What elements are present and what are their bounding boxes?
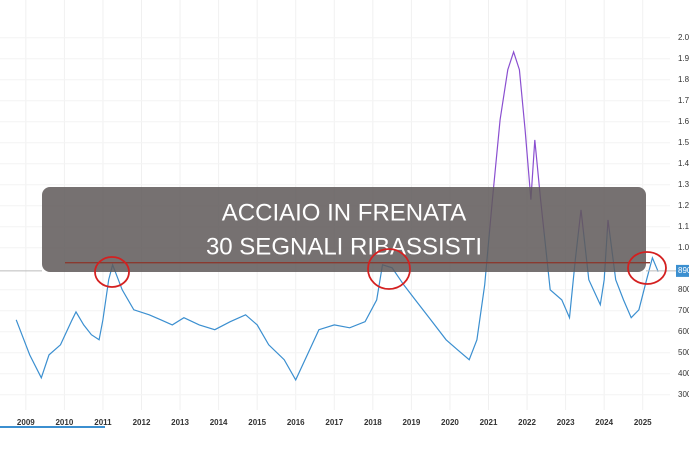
x-tick-label: 2018 xyxy=(364,418,382,427)
y-tick-label: 1.8 xyxy=(678,75,689,84)
y-tick-label: 300 xyxy=(678,390,689,399)
x-tick-label: 2019 xyxy=(402,418,420,427)
x-tick-label: 2009 xyxy=(17,418,35,427)
y-tick-label: 500 xyxy=(678,348,689,357)
overlay-marks: 890 xyxy=(65,262,689,277)
y-tick-label: 1.3 xyxy=(678,180,689,189)
highlight-circle xyxy=(94,256,130,288)
x-tick-label: 2013 xyxy=(171,418,189,427)
x-tick-label: 2010 xyxy=(55,418,73,427)
overlay-box xyxy=(42,187,646,272)
y-tick-label: 600 xyxy=(678,327,689,336)
y-tick-label: 1.0 xyxy=(678,243,689,252)
x-tick-label: 2014 xyxy=(210,418,228,427)
x-tick-label: 2025 xyxy=(634,418,652,427)
y-tick-label: 1.2 xyxy=(678,201,689,210)
x-tick-label: 2012 xyxy=(133,418,151,427)
y-tick-label: 1.9 xyxy=(678,54,689,63)
x-tick-label: 2011 xyxy=(94,418,112,427)
x-tick-label: 2024 xyxy=(595,418,613,427)
highlight-circle xyxy=(367,248,411,290)
x-tick-label: 2015 xyxy=(248,418,266,427)
overlay-subtitle: 30 SEGNALI RIBASSISTI xyxy=(206,233,482,260)
highlight-circle xyxy=(627,251,667,285)
overlay-title: ACCIAIO IN FRENATA xyxy=(222,199,466,226)
y-tick-label: 1.5 xyxy=(678,138,689,147)
y-tick-label: 800 xyxy=(678,285,689,294)
x-tick-label: 2023 xyxy=(557,418,575,427)
x-tick-label: 2017 xyxy=(325,418,343,427)
y-tick-label: 700 xyxy=(678,306,689,315)
x-tick-label: 2021 xyxy=(480,418,498,427)
x-tick-label: 2020 xyxy=(441,418,459,427)
y-tick-label: 1.6 xyxy=(678,117,689,126)
y-tick-label: 1.7 xyxy=(678,96,689,105)
last-price-box xyxy=(676,264,689,277)
x-tick-label: 2016 xyxy=(287,418,305,427)
last-price-label: 890 xyxy=(678,266,689,275)
y-tick-label: 1.1 xyxy=(678,222,689,231)
x-tick-label: 2022 xyxy=(518,418,536,427)
y-tick-label: 400 xyxy=(678,369,689,378)
y-tick-label: 2.0 xyxy=(678,33,689,42)
range-underline xyxy=(0,426,105,428)
y-tick-label: 1.4 xyxy=(678,159,689,168)
